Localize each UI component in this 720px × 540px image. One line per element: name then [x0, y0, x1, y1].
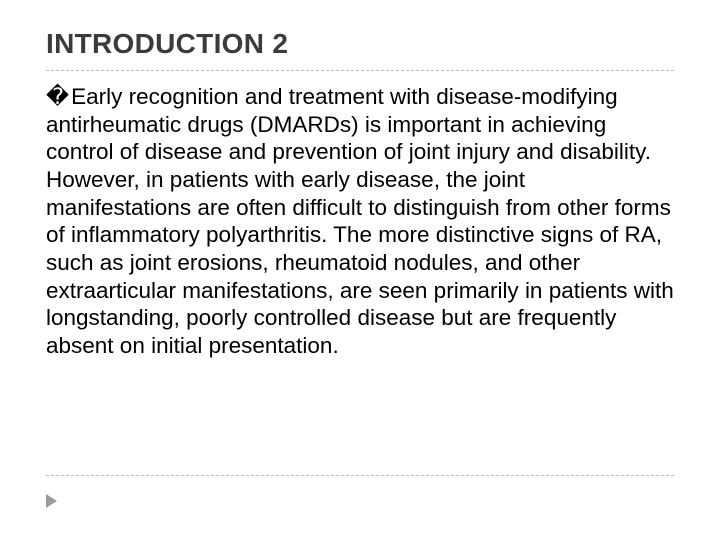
bullet-icon: �	[46, 84, 69, 109]
body-text: Early recognition and treatment with dis…	[46, 84, 674, 358]
slide: INTRODUCTION 2 �Early recognition and tr…	[0, 0, 720, 540]
slide-title: INTRODUCTION 2	[46, 28, 674, 60]
bottom-divider	[46, 475, 674, 476]
arrow-icon	[46, 494, 57, 508]
top-divider	[46, 70, 674, 71]
body-paragraph: �Early recognition and treatment with di…	[46, 83, 674, 360]
